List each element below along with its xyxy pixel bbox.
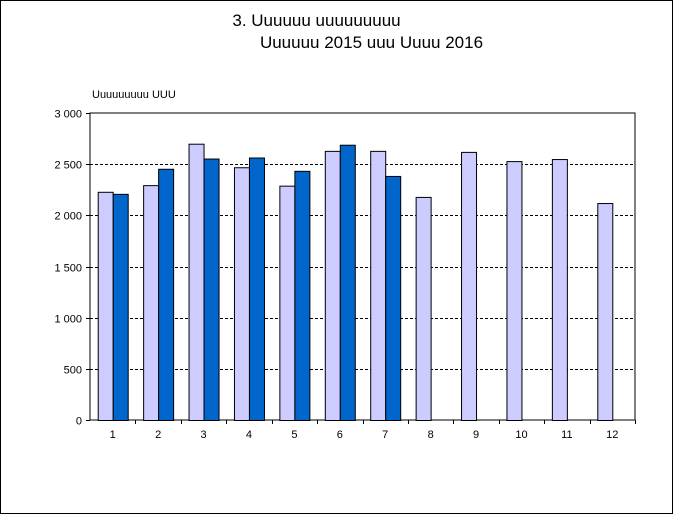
bar-series-1-cat-4 [233, 167, 250, 421]
y-tick-label: 1 000 [54, 314, 82, 326]
bar-series-1-cat-1 [97, 191, 114, 421]
bar-series-1-cat-9 [461, 151, 478, 422]
bar-series-1-cat-3 [188, 143, 205, 421]
y-tick-label: 2 000 [54, 211, 82, 223]
x-tick-label: 11 [561, 429, 572, 441]
chart-title-line-2: Uuuuuu 2015 uuu Uuuu 2016 [259, 33, 484, 52]
y-tick-label: 0 [76, 416, 82, 428]
bar-series-2-cat-6 [339, 144, 356, 421]
chart-title: 3. Uuuuuu uuuuuuuuu Uuuuuu 2015 uuu Uuuu… [0, 10, 673, 54]
x-tick-label: 9 [473, 429, 479, 441]
y-axis-ticks: 0 500 1 000 1 500 2 000 2 500 3 000 [54, 109, 90, 428]
x-tick-label: 4 [246, 429, 252, 441]
bar-series-2-cat-4 [248, 157, 265, 421]
bar-series-2-cat-1 [112, 193, 129, 421]
x-tick-label: 7 [382, 429, 388, 441]
x-tick-label: 10 [515, 429, 527, 441]
x-tick-label: 1 [110, 429, 116, 441]
y-tick-label: 3 000 [54, 109, 82, 121]
bars [97, 143, 614, 422]
bar-series-1-cat-7 [370, 150, 387, 421]
bar-series-2-cat-5 [294, 170, 311, 421]
bar-series-1-cat-5 [279, 185, 296, 421]
x-tick-label: 5 [291, 429, 297, 441]
bar-series-2-cat-7 [385, 175, 402, 421]
bar-series-1-cat-2 [143, 185, 160, 421]
bar-series-1-cat-10 [506, 161, 523, 421]
bar-series-1-cat-6 [324, 150, 341, 421]
y-tick-label: 500 [64, 365, 82, 377]
x-tick-label: 12 [606, 429, 618, 441]
y-tick-label: 2 500 [54, 160, 82, 172]
x-axis-ticks: 1 2 3 4 5 6 7 8 9 10 11 12 [110, 420, 636, 441]
y-axis-unit-label: Uuuuuuuuu UUU [92, 89, 176, 101]
bar-series-2-cat-3 [203, 158, 220, 421]
bar-series-1-cat-11 [551, 159, 568, 422]
chart-title-line-1: 3. Uuuuuu uuuuuuuuu [232, 11, 401, 30]
bar-series-2-cat-2 [158, 168, 175, 421]
x-tick-label: 6 [337, 429, 343, 441]
x-tick-label: 2 [155, 429, 161, 441]
bar-series-1-cat-8 [415, 196, 432, 421]
x-tick-label: 3 [200, 429, 206, 441]
x-tick-label: 8 [428, 429, 434, 441]
bar-series-1-cat-12 [597, 203, 614, 421]
y-tick-label: 1 500 [54, 263, 82, 275]
grid-lines [90, 164, 635, 370]
